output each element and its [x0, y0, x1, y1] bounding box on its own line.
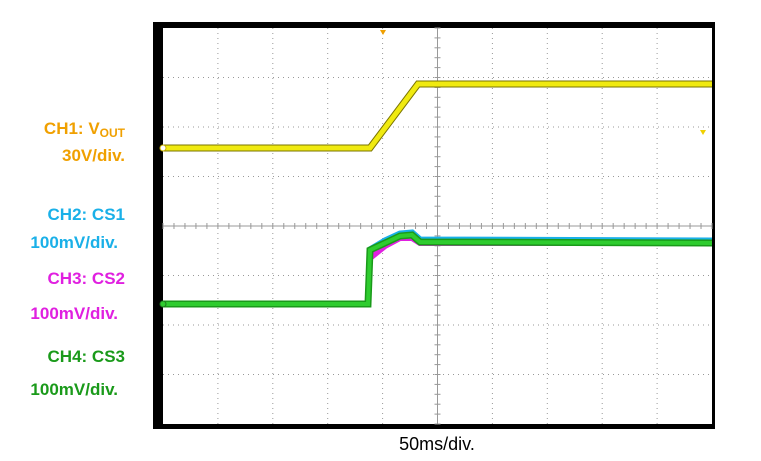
ch1-name: CH1: VOUT: [44, 119, 126, 140]
ch1-trace: [163, 81, 712, 151]
ch3-name: CH3: CS2: [48, 269, 125, 288]
ch2-name: CH2: CS1: [48, 205, 125, 224]
trigger-level: [700, 130, 706, 135]
ch1-marker: [159, 144, 167, 152]
ch2-scale: 100mV/div.: [30, 233, 118, 252]
graticule: [162, 27, 713, 425]
ch4-trace: [163, 232, 713, 306]
ch3-scale: 100mV/div.: [30, 304, 118, 323]
trigger-marker: [380, 30, 386, 35]
timebase: 50ms/div.: [399, 434, 475, 454]
ch4-marker: [159, 300, 167, 308]
ch1-scale: 30V/div.: [62, 146, 125, 165]
ch4-scale: 100mV/div.: [30, 380, 118, 399]
ch4-name: CH4: CS3: [48, 347, 125, 366]
